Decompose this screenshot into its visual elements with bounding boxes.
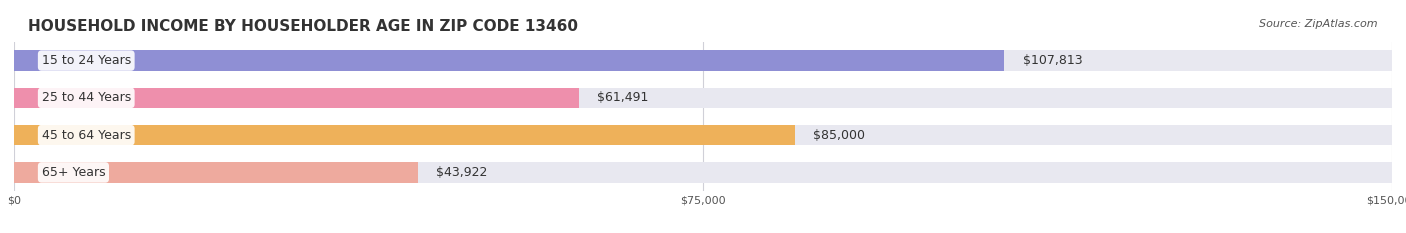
Text: $43,922: $43,922	[436, 166, 488, 179]
Text: $85,000: $85,000	[813, 129, 865, 142]
Text: 25 to 44 Years: 25 to 44 Years	[42, 91, 131, 104]
Text: 15 to 24 Years: 15 to 24 Years	[42, 54, 131, 67]
Bar	[14, 162, 418, 183]
Bar	[14, 125, 794, 145]
Text: $61,491: $61,491	[598, 91, 648, 104]
Bar	[14, 162, 1392, 183]
Text: 45 to 64 Years: 45 to 64 Years	[42, 129, 131, 142]
Bar	[14, 88, 579, 108]
Text: HOUSEHOLD INCOME BY HOUSEHOLDER AGE IN ZIP CODE 13460: HOUSEHOLD INCOME BY HOUSEHOLDER AGE IN Z…	[28, 19, 578, 34]
Bar	[14, 50, 1004, 71]
Bar	[14, 125, 1392, 145]
Text: Source: ZipAtlas.com: Source: ZipAtlas.com	[1260, 19, 1378, 29]
Text: $107,813: $107,813	[1022, 54, 1083, 67]
Text: 65+ Years: 65+ Years	[42, 166, 105, 179]
Bar	[14, 50, 1392, 71]
Bar	[14, 88, 1392, 108]
